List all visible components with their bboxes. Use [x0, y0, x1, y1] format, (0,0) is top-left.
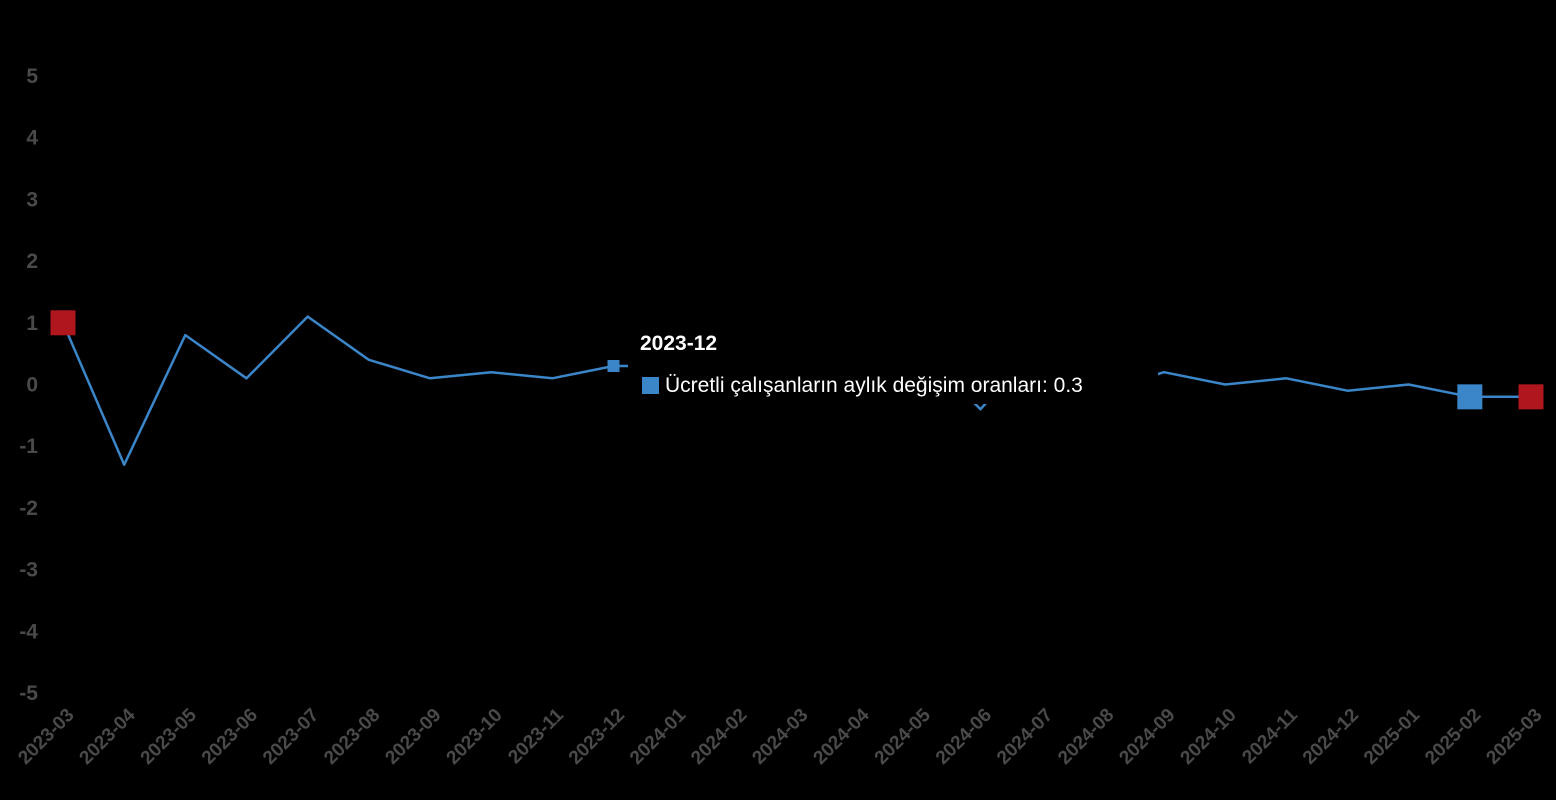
x-tick-label: 2024-03: [748, 705, 812, 769]
series-line: [61, 315, 1531, 466]
highlighted-point-marker[interactable]: [607, 359, 620, 372]
y-tick-label: -4: [19, 620, 38, 643]
y-axis: 5 4 3 2 1 0 -1 -2 -3 -4 -5: [19, 65, 38, 705]
x-tick-label: 2023-12: [565, 705, 629, 769]
x-tick-label: 2023-06: [198, 705, 262, 769]
x-tick-label: 2023-05: [137, 704, 201, 768]
series-layer: [61, 315, 1531, 466]
x-tick-label: 2025-03: [1482, 705, 1546, 769]
x-tick-label: 2023-04: [76, 704, 140, 768]
y-tick-label: -1: [19, 435, 38, 458]
x-tick-label: 2024-07: [993, 705, 1057, 769]
x-tick-label: 2024-06: [932, 705, 996, 769]
min-point-marker[interactable]: [1457, 384, 1483, 410]
x-tick-label: 2023-08: [320, 705, 384, 769]
x-tick-label: 2023-11: [504, 704, 568, 768]
x-axis: 2023-032023-042023-052023-062023-072023-…: [14, 704, 1546, 768]
x-tick-label: 2023-09: [381, 705, 445, 769]
x-tick-label: 2025-01: [1360, 704, 1424, 768]
x-tick-label: 2024-01: [626, 704, 690, 768]
x-tick-label: 2024-10: [1177, 705, 1241, 769]
y-tick-label: 2: [26, 250, 38, 273]
y-tick-label: 4: [26, 127, 38, 150]
marker-layer[interactable]: [50, 310, 1544, 410]
y-tick-label: -3: [19, 559, 38, 582]
x-tick-label: 2024-12: [1299, 705, 1363, 769]
max-point-marker[interactable]: [50, 310, 76, 336]
x-tick-label: 2023-07: [259, 705, 323, 769]
x-tick-label: 2024-05: [871, 704, 935, 768]
x-tick-label: 2024-02: [687, 705, 751, 769]
y-tick-label: -2: [19, 497, 38, 520]
y-tick-label: 3: [26, 188, 38, 211]
x-tick-label: 2024-09: [1115, 705, 1179, 769]
x-tick-label: 2024-04: [810, 704, 874, 768]
y-tick-label: 5: [26, 65, 38, 88]
y-tick-label: 0: [26, 374, 38, 397]
x-tick-label: 2025-02: [1421, 705, 1485, 769]
max-point-marker[interactable]: [1518, 384, 1544, 410]
y-tick-label: 1: [26, 312, 38, 335]
x-tick-label: 2024-08: [1054, 705, 1118, 769]
y-tick-label: -5: [19, 682, 38, 705]
x-tick-label: 2024-11: [1238, 704, 1302, 768]
x-tick-label: 2023-03: [14, 705, 78, 769]
x-tick-label: 2023-10: [443, 705, 507, 769]
